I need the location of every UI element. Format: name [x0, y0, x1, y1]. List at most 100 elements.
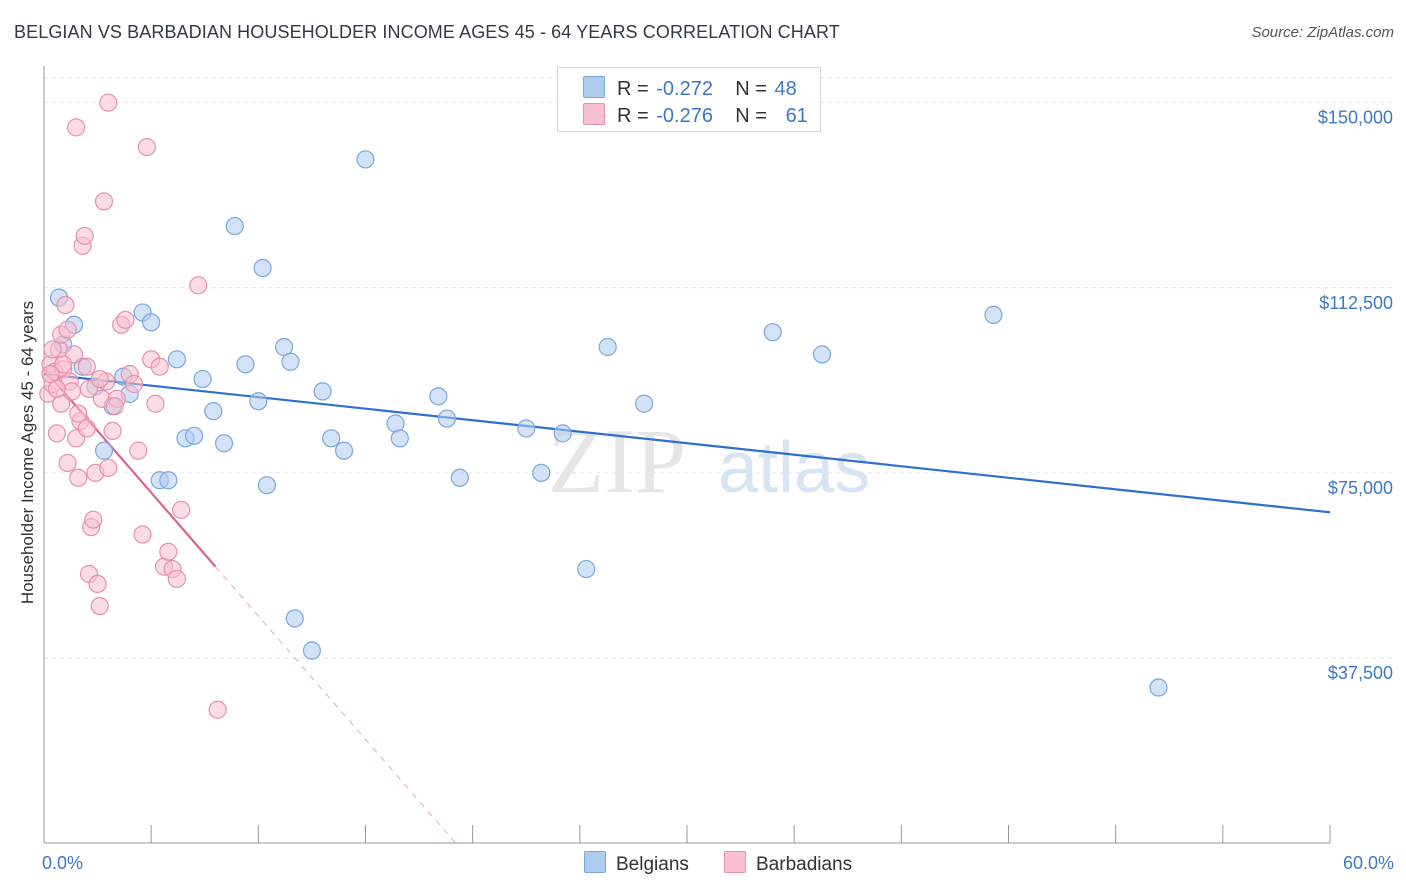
legend-n-value: 61 — [785, 105, 808, 127]
correlation-legend: R = -0.272 N = 48 R = -0.276 N = 61 — [557, 67, 821, 132]
legend-swatch-barbadian — [583, 103, 605, 125]
barbadian-trend-line — [43, 368, 217, 568]
barbadian-point — [54, 355, 73, 374]
belgian-point — [437, 409, 457, 428]
legend-r-value: -0.272 — [656, 78, 713, 100]
barbadian-point — [67, 118, 86, 137]
bottom-legend-belgians: Belgians — [584, 851, 689, 876]
belgian-point — [532, 463, 551, 482]
barbadian-point — [90, 369, 109, 389]
bottom-swatch-barbadians — [724, 851, 746, 873]
barbadian-point — [133, 525, 152, 544]
barbadian-point — [103, 421, 122, 440]
x-tick-label: 60.0% — [1343, 853, 1394, 873]
barbadian-point — [105, 397, 124, 416]
barbadian-point — [124, 374, 144, 394]
axes — [43, 66, 1331, 844]
belgian-point — [763, 323, 782, 342]
belgian-point — [204, 402, 223, 421]
barbadian-point — [137, 137, 156, 157]
barbadian-point — [84, 510, 103, 529]
legend-n-label: N = — [735, 78, 767, 100]
barbadian-point — [69, 404, 88, 423]
y-tick-label: $112,500 — [1319, 293, 1393, 313]
barbadian-point — [58, 320, 77, 339]
barbadian-point — [75, 226, 94, 246]
belgian-point — [159, 471, 178, 490]
belgian-point — [225, 216, 244, 236]
barbadian-point — [94, 192, 114, 211]
belgian-point — [517, 419, 536, 438]
legend-n-label: N = — [735, 105, 767, 127]
barbadian-point — [99, 458, 118, 478]
belgian-point — [257, 476, 277, 495]
belgian-point — [577, 559, 596, 579]
belgian-point — [281, 352, 300, 371]
data-points — [39, 93, 1168, 719]
barbadian-point — [99, 93, 118, 112]
belgian-point — [812, 345, 832, 364]
belgian-point — [302, 641, 322, 660]
barbadian-point — [150, 357, 169, 376]
belgian-point — [193, 369, 212, 389]
bottom-legend-barbadians-label: Barbadians — [756, 854, 853, 875]
belgian-point — [253, 258, 272, 278]
legend-swatch-belgian — [583, 76, 605, 98]
y-tick-label: $75,000 — [1328, 478, 1393, 498]
barbadian-point — [58, 453, 77, 473]
belgian-point — [167, 350, 186, 369]
belgian-trend-line — [43, 373, 1331, 514]
belgian-point — [390, 429, 409, 448]
belgian-point — [94, 441, 114, 460]
barbadian-point — [189, 276, 208, 295]
bottom-legend-belgians-label: Belgians — [616, 854, 689, 875]
barbadian-point — [208, 700, 227, 719]
belgian-point — [322, 429, 341, 448]
legend-row-belgian: R = -0.272 N = 48 — [583, 76, 797, 100]
barbadian-point — [172, 500, 191, 519]
barbadian-point — [77, 419, 96, 438]
barbadian-point — [47, 424, 66, 443]
legend-n-value: 48 — [774, 78, 797, 100]
belgian-point — [334, 441, 354, 460]
barbadian-point — [116, 310, 135, 329]
tick-labels: $37,500 $75,000 $112,500 $150,000 0.0% 60.0% H… — [18, 108, 1394, 873]
barbadian-trend-extension — [215, 566, 456, 844]
barbadian-point — [77, 357, 96, 376]
belgian-point — [429, 387, 448, 406]
belgian-point — [984, 305, 1003, 325]
belgian-point — [214, 434, 234, 453]
belgian-point — [236, 355, 255, 374]
belgian-point — [285, 609, 304, 628]
bottom-legend-barbadians: Barbadians — [724, 851, 852, 876]
bottom-swatch-belgians — [584, 851, 606, 873]
belgian-point — [598, 337, 617, 357]
barbadian-point — [43, 340, 62, 359]
x-tick-label: 0.0% — [42, 853, 83, 873]
source-label: Source: ZipAtlas.com — [1251, 24, 1394, 41]
barbadian-point — [159, 542, 178, 561]
belgian-point — [635, 394, 654, 413]
belgian-point — [184, 426, 204, 445]
belgian-point — [553, 424, 572, 443]
belgian-point — [313, 382, 332, 401]
chart-title: BELGIAN VS BARBADIAN HOUSEHOLDER INCOME … — [14, 22, 840, 42]
barbadian-point — [47, 379, 66, 399]
barbadian-point — [88, 574, 107, 593]
barbadian-point — [62, 382, 81, 401]
y-tick-label: $37,500 — [1328, 663, 1393, 683]
belgian-point — [142, 313, 161, 332]
barbadian-point — [167, 569, 186, 589]
watermark: ZIP atlas — [548, 410, 870, 512]
y-axis-label: Householder Income Ages 45 - 64 years — [18, 301, 37, 604]
belgian-point — [450, 468, 469, 487]
legend-r-label: R = — [617, 78, 649, 100]
belgian-point — [1149, 678, 1168, 697]
legend-r-label: R = — [617, 105, 649, 127]
legend-row-barbadian: R = -0.276 N = 61 — [583, 103, 808, 127]
barbadian-point — [146, 394, 165, 413]
watermark-zip: ZIP — [548, 410, 686, 512]
y-tick-label: $150,000 — [1318, 108, 1393, 128]
belgian-point — [249, 392, 268, 411]
